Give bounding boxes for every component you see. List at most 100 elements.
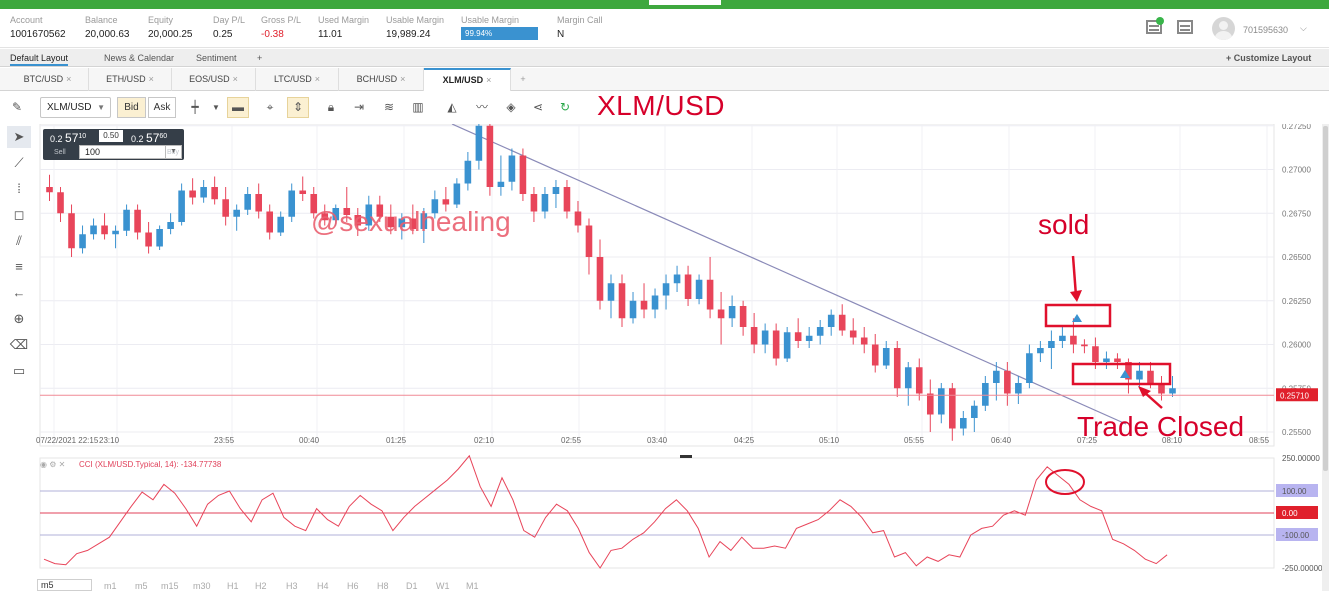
candle-body xyxy=(717,309,725,319)
account-field-balance: Balance 20,000.63 xyxy=(85,15,130,40)
timeframe-m5[interactable]: m5 xyxy=(135,581,148,591)
cursor-arrow-icon[interactable]: ➤ xyxy=(7,126,31,148)
candle-body xyxy=(1136,370,1143,380)
timeframe-m30[interactable]: m30 xyxy=(193,581,211,591)
channel-icon[interactable]: ⁞ xyxy=(17,181,21,196)
timeframe-h3[interactable]: H3 xyxy=(286,581,298,591)
symbol-select[interactable]: XLM/USD ▼ xyxy=(40,97,111,118)
candle-body xyxy=(552,187,560,194)
buy-price-sup: 60 xyxy=(159,133,168,140)
timeframe-h1[interactable]: H1 xyxy=(227,581,239,591)
account-field-label: Margin Call xyxy=(557,15,603,25)
candlestick-type-icon[interactable]: ┿ xyxy=(191,100,199,114)
customize-layout-button[interactable]: + Customize Layout xyxy=(1226,53,1312,63)
quantity-select[interactable]: 100 ▼ xyxy=(79,145,182,159)
candle-body xyxy=(211,187,218,200)
candle-body xyxy=(960,418,967,429)
candle-body xyxy=(893,348,901,389)
candle-body xyxy=(233,209,240,217)
candle-body xyxy=(1103,358,1110,362)
candle-body xyxy=(1081,344,1088,347)
ruler-icon[interactable]: ▭ xyxy=(12,363,26,378)
close-icon[interactable]: × xyxy=(400,74,406,84)
rectangle-icon[interactable]: ◻ xyxy=(13,207,25,222)
tab-default-layout[interactable]: Default Layout xyxy=(10,53,69,66)
zoom-icon[interactable]: ⊕ xyxy=(13,311,25,326)
lock-icon[interactable]: 🔒︎ xyxy=(327,100,335,114)
user-menu-chevron-icon[interactable]: ⌵ xyxy=(1300,23,1307,33)
timeframe-m1[interactable]: m1 xyxy=(104,581,117,591)
candle-body xyxy=(629,300,637,319)
add-layout-button[interactable]: + xyxy=(257,53,263,63)
close-icon[interactable]: × xyxy=(486,75,492,85)
price-chart[interactable]: 0.272500.270000.267500.265000.262500.260… xyxy=(34,124,1322,578)
user-avatar-icon[interactable] xyxy=(1212,17,1235,40)
sell-label: Sell xyxy=(54,149,66,156)
tab-bch-usd[interactable]: BCH/USD × xyxy=(339,68,424,91)
tab-eth-usd[interactable]: ETH/USD × xyxy=(89,68,172,91)
account-field-usable-margin: Usable Margin 19,989.24 xyxy=(386,15,444,40)
chart-layout-icon[interactable]: ▬ xyxy=(227,97,249,118)
monitor-icon[interactable] xyxy=(1177,20,1193,34)
timeframe-h8[interactable]: H8 xyxy=(377,581,389,591)
close-icon[interactable]: × xyxy=(232,74,238,84)
candle-body xyxy=(783,332,791,359)
share-icon[interactable]: ⋖ xyxy=(532,100,544,114)
tab-ltc-usd-label: LTC/USD xyxy=(273,74,312,84)
candle-body xyxy=(222,199,229,217)
trend-line-icon[interactable]: ⟋ xyxy=(14,155,24,170)
tab-xlm-usd[interactable]: XLM/USD × xyxy=(424,68,511,91)
timeframe-d1[interactable]: D1 xyxy=(406,581,418,591)
buy-price-button[interactable]: 0.2 5760 xyxy=(131,131,167,145)
fibonacci-icon[interactable]: ≡ xyxy=(15,259,23,274)
candle-body xyxy=(398,218,406,228)
chevron-down-icon[interactable]: ▼ xyxy=(212,103,220,112)
auto-scale-icon[interactable]: ⇕ xyxy=(287,97,309,118)
timeframe-m1[interactable]: M1 xyxy=(466,581,479,591)
bid-button[interactable]: Bid xyxy=(117,97,146,118)
candle-body xyxy=(343,208,351,215)
volume-icon[interactable]: ▥ xyxy=(412,100,424,114)
scrollbar-thumb[interactable] xyxy=(1323,126,1328,471)
tab-eos-usd[interactable]: EOS/USD × xyxy=(172,68,256,91)
time-tick-label: 05:10 xyxy=(819,436,840,445)
indicator-icon[interactable]: 〰 xyxy=(475,100,488,114)
sell-price-button[interactable]: 0.2 5710 xyxy=(50,131,86,145)
candle-body xyxy=(101,225,108,235)
back-arrow-icon[interactable]: ← xyxy=(12,285,26,300)
account-field-account: Account 1001670562 xyxy=(10,15,66,40)
layers-icon[interactable]: ◈ xyxy=(506,100,516,114)
close-icon[interactable]: × xyxy=(148,74,154,84)
candle-body xyxy=(189,190,196,198)
area-chart-icon[interactable]: ◭ xyxy=(447,100,457,114)
candle-body xyxy=(453,183,461,205)
timeframe-h4[interactable]: H4 xyxy=(317,581,329,591)
arrow-right-bar-icon[interactable]: ⇥ xyxy=(353,100,365,114)
right-scrollbar[interactable] xyxy=(1322,124,1329,591)
tab-ltc-usd[interactable]: LTC/USD × xyxy=(256,68,339,91)
pitchfork-icon[interactable]: ⫽ xyxy=(16,233,22,248)
compare-icon[interactable]: ≋ xyxy=(383,100,395,114)
account-field-label: Day P/L xyxy=(213,15,246,25)
candle-body xyxy=(904,367,912,389)
timeframe-m15[interactable]: m15 xyxy=(161,581,179,591)
pane-resize-handle xyxy=(680,455,692,458)
tab-btc-usd[interactable]: BTC/USD × xyxy=(7,68,89,91)
timeframe-w1[interactable]: W1 xyxy=(436,581,450,591)
candle-body xyxy=(805,335,813,341)
user-id[interactable]: 701595630 xyxy=(1243,25,1289,35)
ask-button[interactable]: Ask xyxy=(148,97,176,118)
timeframe-h6[interactable]: H6 xyxy=(347,581,359,591)
eraser-icon[interactable]: ⌫ xyxy=(9,337,29,352)
server-icon[interactable] xyxy=(1146,20,1162,34)
close-icon[interactable]: × xyxy=(314,74,321,84)
tab-news-calendar[interactable]: News & Calendar xyxy=(104,53,175,63)
pencil-icon[interactable]: ✎ xyxy=(11,100,23,114)
tab-sentiment[interactable]: Sentiment xyxy=(196,53,237,63)
timeframe-h2[interactable]: H2 xyxy=(255,581,267,591)
refresh-icon[interactable]: ↻ xyxy=(559,100,571,114)
close-icon[interactable]: × xyxy=(66,74,72,84)
timeframe-select[interactable]: m5 xyxy=(37,579,92,591)
crosshair-cursor-icon[interactable]: ⌖ xyxy=(266,100,274,114)
add-tab-button[interactable]: + xyxy=(520,74,526,84)
